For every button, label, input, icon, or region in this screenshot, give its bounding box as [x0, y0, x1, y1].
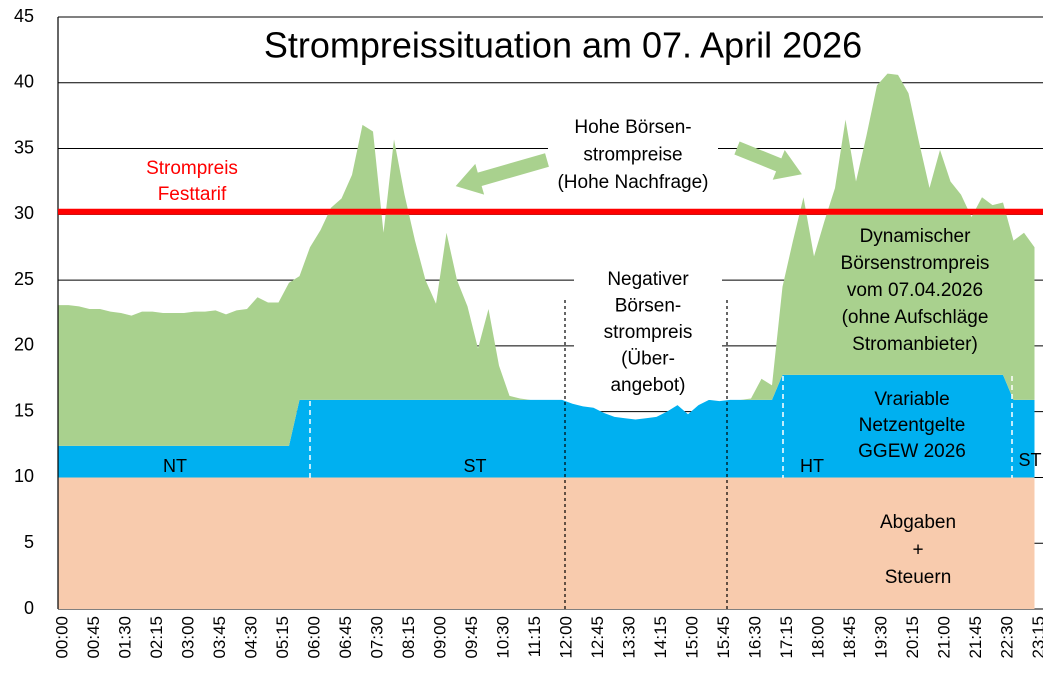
x-tick-label: 10:30 [493, 616, 512, 659]
x-tick-label: 00:45 [84, 616, 103, 659]
x-tick-label: 03:00 [178, 616, 197, 659]
x-tick-label: 04:30 [241, 616, 260, 659]
x-tick-label: 20:15 [903, 616, 922, 659]
annotation: Stromanbieter) [852, 334, 978, 355]
x-tick-label: 22:30 [997, 616, 1016, 659]
annotation-box [574, 262, 722, 400]
x-tick-label: 23:15 [1029, 616, 1043, 659]
area-taxes [58, 477, 1035, 609]
x-tick-label: 15:00 [682, 616, 701, 659]
y-tick-label: 0 [24, 598, 34, 618]
annotation: Börsen- [615, 296, 682, 317]
annotation: (Hohe Nachfrage) [557, 172, 708, 193]
annotation-box [548, 112, 718, 202]
x-tick-label: 06:00 [304, 616, 323, 659]
area-grid-fees [58, 374, 1035, 478]
x-tick-label: 14:15 [651, 616, 670, 659]
annotation: (Über- [621, 349, 675, 370]
y-tick-label: 20 [14, 335, 34, 355]
x-tick-label: 09:00 [430, 616, 449, 659]
annotation: GGEW 2026 [858, 441, 966, 462]
x-tick-label: 11:15 [525, 616, 544, 657]
areas [58, 73, 1035, 609]
x-tick-label: 12:00 [556, 616, 575, 659]
reference-label: Festtarif [158, 184, 227, 205]
chart-title: Strompreissituation am 07. April 2026 [264, 25, 862, 66]
x-tick-label: 05:15 [273, 616, 292, 659]
annotation: Steuern [885, 567, 952, 588]
annotation: vom 07.04.2026 [847, 280, 983, 301]
arrow [455, 153, 549, 195]
y-tick-label: 40 [14, 72, 34, 92]
annotation: angebot) [610, 375, 685, 396]
y-tick-label: 25 [14, 269, 34, 289]
annotation: Hohe Börsen- [574, 117, 691, 138]
annotation: Netzentgelte [859, 415, 966, 436]
y-tick-label: 35 [14, 137, 34, 157]
y-tick-label: 10 [14, 466, 34, 486]
annotation: Abgaben [880, 512, 956, 533]
x-tick-label: 19:30 [871, 616, 890, 659]
x-tick-label: 21:00 [934, 616, 953, 659]
area-exchange-price [58, 73, 1035, 446]
x-tick-label: 17:15 [777, 616, 796, 659]
annotation: Negativer [607, 269, 689, 290]
x-tick-label: 06:45 [336, 616, 355, 659]
reference-label: Strompreis [146, 158, 238, 179]
x-tick-label: 02:15 [147, 616, 166, 659]
arrow [734, 141, 802, 180]
decorations [57, 17, 1013, 609]
x-tick-label: 12:45 [588, 616, 607, 659]
y-tick-label: 5 [24, 532, 34, 552]
x-tick-label: 13:30 [619, 616, 638, 659]
segment-label: HT [800, 456, 824, 476]
annotation: Vrariable [874, 389, 949, 410]
x-tick-label: 07:30 [367, 616, 386, 659]
x-tick-label: 18:45 [840, 616, 859, 659]
x-tick-label: 09:45 [462, 616, 481, 659]
x-tick-label: 16:30 [745, 616, 764, 659]
x-tick-label: 21:45 [966, 616, 985, 659]
x-tick-label: 00:00 [52, 616, 71, 659]
y-tick-label: 30 [14, 203, 34, 223]
x-tick-label: 15:45 [714, 616, 733, 659]
annotation: Börsenstrompreis [841, 253, 990, 274]
segment-label: ST [463, 456, 486, 476]
annotation: Dynamischer [860, 226, 972, 247]
y-tick-label: 45 [14, 6, 34, 26]
segment-label: NT [163, 456, 187, 476]
annotation: strompreise [583, 145, 682, 166]
x-tick-label: 03:45 [210, 616, 229, 659]
annotation: strompreis [604, 322, 693, 343]
y-tick-label: 15 [14, 400, 34, 420]
x-tick-label: 18:00 [808, 616, 827, 659]
annotation: (ohne Aufschläge [842, 307, 989, 328]
x-tick-label: 01:30 [115, 616, 134, 659]
segment-label: ST [1018, 450, 1041, 470]
annotation: + [912, 540, 923, 561]
x-tick-label: 08:15 [399, 616, 418, 659]
